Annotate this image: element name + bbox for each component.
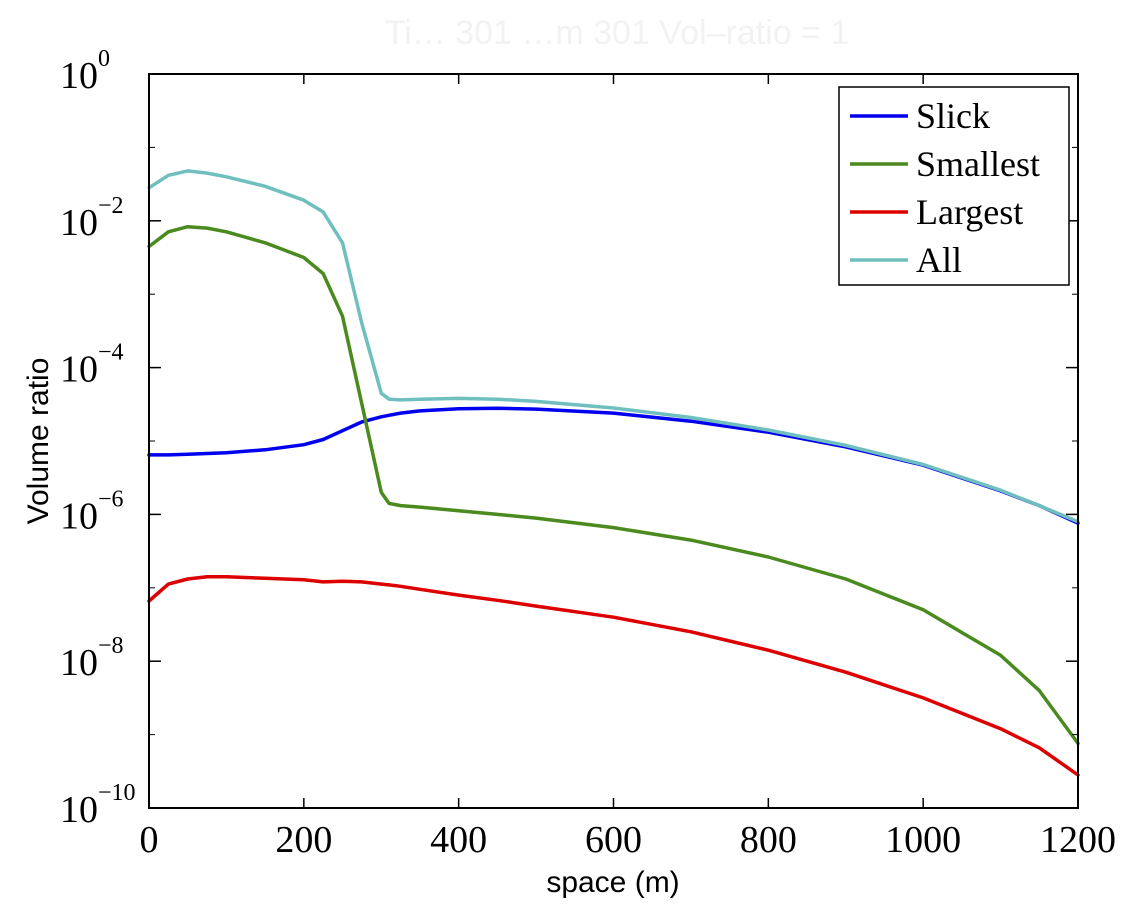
y-tick-label: 100 bbox=[60, 46, 110, 97]
y-tick-label: 10−4 bbox=[60, 340, 124, 391]
y-axis-label: Volume ratio bbox=[22, 358, 55, 525]
y-tick-label: 10−2 bbox=[60, 193, 124, 244]
legend-label-slick: Slick bbox=[916, 96, 990, 136]
x-tick-label: 800 bbox=[740, 819, 797, 861]
x-tick-label: 0 bbox=[140, 819, 159, 861]
legend-box bbox=[838, 86, 1070, 286]
legend-label-largest: Largest bbox=[916, 192, 1023, 232]
y-tick-label: 10−8 bbox=[60, 633, 124, 684]
x-tick-label: 400 bbox=[430, 819, 487, 861]
series-line-largest bbox=[147, 575, 1080, 777]
y-axis: 100 10−2 10−4 10−6 10−8 10−10 bbox=[60, 46, 1078, 831]
x-tick-label: 600 bbox=[585, 819, 642, 861]
x-axis-label: space (m) bbox=[546, 866, 679, 899]
x-axis: 0 200 400 600 800 1000 1200 bbox=[140, 74, 1116, 861]
series-line-slick bbox=[147, 406, 1080, 525]
y-tick-label: 10−10 bbox=[60, 780, 136, 831]
plot-series bbox=[147, 169, 1080, 777]
chart-title: Ti… 301 …m 301 Vol–ratio = 1 bbox=[385, 14, 850, 52]
legend: Slick Smallest Largest All bbox=[838, 86, 1070, 286]
x-tick-label: 200 bbox=[275, 819, 332, 861]
series-line-all bbox=[147, 169, 1080, 524]
x-tick-label: 1000 bbox=[885, 819, 961, 861]
legend-label-smallest: Smallest bbox=[916, 144, 1040, 184]
legend-label-all: All bbox=[916, 240, 962, 280]
x-tick-label: 1200 bbox=[1040, 819, 1116, 861]
series-line-smallest bbox=[147, 224, 1080, 746]
y-tick-label: 10−6 bbox=[60, 486, 124, 537]
